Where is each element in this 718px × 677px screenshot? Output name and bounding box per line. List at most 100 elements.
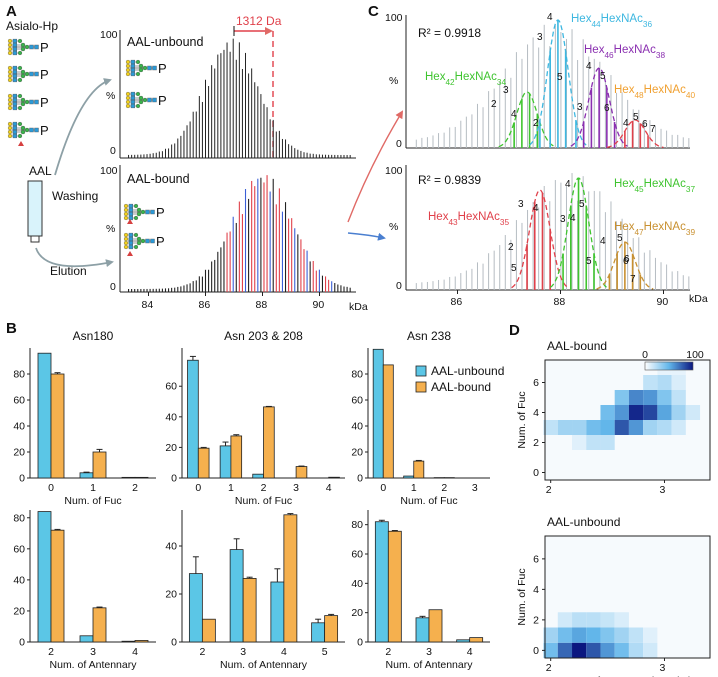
heatmap-cell <box>671 375 686 390</box>
bar-bound <box>134 476 149 479</box>
a-bot-glycans: PP <box>123 203 165 256</box>
fit-curve <box>606 119 664 149</box>
heatmap-cell <box>600 405 615 420</box>
c-species-labels: Hex44HexNAc36 Hex46HexNAc38 Hex42HexNAc34 H… <box>425 13 695 237</box>
bar-bound <box>201 618 216 643</box>
c-x-tick-label: 90 <box>657 296 669 308</box>
bar-bound <box>283 514 298 643</box>
bar-chart-title: Asn 203 & 208 <box>224 329 303 343</box>
bar-x-tick-label: 4 <box>467 646 473 658</box>
c-top-species-0: Hex44HexNAc36 <box>571 13 652 29</box>
bar-bound <box>92 607 107 643</box>
bar-bound <box>263 406 275 479</box>
bar-y-tick-label: 20 <box>165 442 177 454</box>
heatmap-cell <box>628 405 644 420</box>
colorbar-max-label: 100 <box>686 349 704 361</box>
heatmap-cell <box>543 642 558 658</box>
bar-x-tick-label: 1 <box>228 482 234 494</box>
c-bot-peak-number: 4 <box>570 213 576 224</box>
heatmap-title: AAL-unbound <box>547 515 620 529</box>
bar-unbound <box>374 521 389 643</box>
heatmap-cell <box>628 390 644 405</box>
heatmap-y-tick-label: 0 <box>533 467 539 479</box>
heatmap-y-tick-label: 2 <box>533 437 539 449</box>
bar-x-tick-label: 0 <box>48 482 54 494</box>
legend-bound-label: AAL-bound <box>431 380 491 394</box>
colorbar-min-label: 0 <box>642 349 648 361</box>
c-top-fit-curves <box>498 19 664 149</box>
fucose-icon <box>127 219 133 224</box>
shift-label: 1312 Da <box>236 14 282 28</box>
heatmap-cell <box>657 390 672 405</box>
heatmap-cell <box>614 612 629 628</box>
c-bot-peak-number: 6 <box>624 254 630 265</box>
a-top-spectrum <box>128 38 351 158</box>
c-x-tick-label: 88 <box>554 296 566 308</box>
bar-unbound <box>188 573 203 643</box>
heatmap-cell <box>600 627 615 643</box>
bar-x-tick-label: 3 <box>240 646 246 658</box>
c-top-y0: 0 <box>396 138 402 150</box>
aal-column-tip <box>30 235 40 243</box>
bar-bound <box>92 451 107 479</box>
washing-label: Washing <box>52 189 98 203</box>
heatmap-cell <box>572 642 587 658</box>
glycan-protein-label: P <box>40 123 49 138</box>
c-top-peak-number: 3 <box>503 85 509 96</box>
panel-a-label: A <box>6 3 17 20</box>
bar-unbound <box>121 476 136 479</box>
heatmap-cell <box>643 405 658 420</box>
c-bot-peak-number: 4 <box>565 179 571 190</box>
glycan-protein-label: P <box>158 93 167 108</box>
bar-x-tick-label: 2 <box>261 482 267 494</box>
elution-label: Elution <box>50 264 87 278</box>
colorbar <box>644 361 694 371</box>
bar-bound <box>324 615 339 643</box>
panel-c-spectra: 100 0 100 0 % % R² = 0.9918 R² = 0.9839 … <box>385 12 708 308</box>
heatmap-cell <box>657 405 672 420</box>
bar-y-tick-label: 20 <box>13 605 25 617</box>
c-bot-peak-number: 3 <box>560 214 566 225</box>
heatmap-cell <box>586 627 601 643</box>
bar-x-tick-label: 0 <box>380 482 386 494</box>
a-bot-y0: 0 <box>110 281 116 293</box>
bar-unbound <box>270 581 285 643</box>
bar-y-tick-label: 60 <box>351 395 363 407</box>
c-bot-r2: R² = 0.9839 <box>418 173 481 187</box>
c-top-peak-number: 4 <box>511 109 517 120</box>
bar-chart-0: 0 20 40 60 80 Asn180 Num. of Fuc 0 1 2 <box>13 329 156 507</box>
c-top-peak-number: 2 <box>491 99 497 110</box>
bar-unbound <box>79 635 94 643</box>
heatmap-y-tick-label: 4 <box>533 407 539 419</box>
a-x-tick-label: 88 <box>256 299 268 311</box>
bar-bound <box>295 466 308 479</box>
bar-y-tick-label: 40 <box>165 411 177 423</box>
aal-bound-spectrum-title: AAL-bound <box>127 172 190 186</box>
heatmap-cell <box>614 390 629 405</box>
heatmap-cell <box>671 390 686 405</box>
bar-y-tick-label: 40 <box>351 421 363 433</box>
a-x-tick-label: 90 <box>313 299 325 311</box>
bar-bound <box>382 364 394 479</box>
panel-b-label: B <box>6 320 17 337</box>
washing-arrow <box>54 78 112 176</box>
c-bot-peak-number: 7 <box>630 274 636 285</box>
bar-chart-title: Asn 238 <box>407 329 451 343</box>
heatmap-cell <box>643 642 658 658</box>
bar-chart-4: 0 20 40 Num. of Antennary 2 3 4 5 <box>165 510 345 671</box>
c-bot-peak-number: 5 <box>586 256 592 267</box>
bar-y-tick-label: 40 <box>165 541 177 553</box>
aal-column <box>27 180 43 237</box>
c-top-r2: R² = 0.9918 <box>418 26 481 40</box>
c-top-peak-number: 3 <box>577 102 583 113</box>
heatmap-cell <box>557 420 573 435</box>
heatmap-x-tick-label: 2 <box>546 662 552 674</box>
bar-x-label: Num. of Fuc <box>400 495 457 507</box>
arrow-to-c-bottom <box>347 232 386 241</box>
bar-x-tick-label: 3 <box>293 482 299 494</box>
bar-bound <box>469 637 484 643</box>
c-bot-y0: 0 <box>396 280 402 292</box>
